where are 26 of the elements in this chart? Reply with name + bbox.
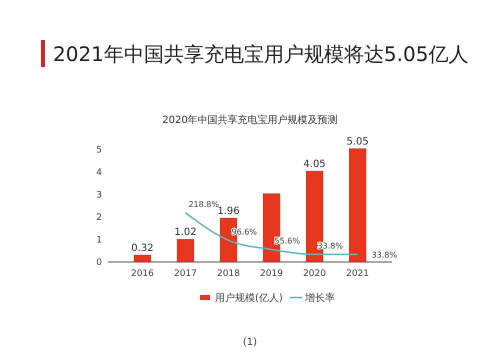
data-label: 218.8% — [188, 200, 220, 209]
data-label: 33.8% — [372, 250, 398, 260]
y-tick-label: 3 — [96, 190, 102, 200]
x-tick-label: 2018 — [217, 269, 240, 279]
chart-subtitle: 2020年中国共享充电宝用户规模及预测 — [162, 114, 338, 126]
data-label: 1.02 — [174, 227, 197, 238]
data-label: 5.05 — [346, 136, 369, 148]
x-tick-label: 2019 — [260, 269, 284, 279]
y-tick-label: 5 — [96, 146, 102, 156]
y-tick-label: 2 — [96, 213, 102, 223]
x-tick-label: 2016 — [130, 269, 154, 279]
text: (1) — [242, 337, 258, 348]
legend-label: 用户规模(亿人) — [215, 292, 283, 304]
y-tick-label: 4 — [96, 168, 102, 178]
x-tick-label: 2021 — [346, 269, 370, 279]
x-tick-label: 2017 — [174, 269, 197, 279]
y-tick-label: 1 — [96, 236, 102, 246]
chart-title: 2021年中国共享充电宝用户规模将达5.05亿人 — [53, 42, 468, 66]
bar — [348, 148, 366, 262]
y-tick-label: 0 — [96, 258, 102, 268]
x-tick-label: 2020 — [303, 269, 326, 279]
data-label: 0.32 — [131, 242, 154, 254]
bar — [176, 239, 194, 262]
legend-label: 增长率 — [304, 292, 335, 304]
data-label: 4.05 — [303, 158, 326, 170]
data-label: 1.96 — [217, 206, 240, 217]
